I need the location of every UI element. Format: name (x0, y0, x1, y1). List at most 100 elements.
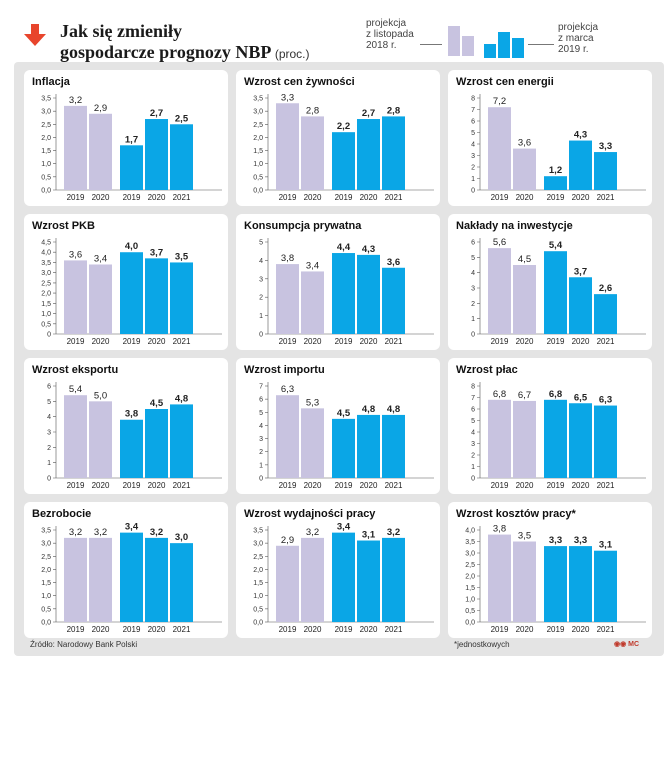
x-tick-label: 2019 (67, 337, 85, 346)
bar-march-2020 (145, 409, 168, 478)
bar-november-2020 (89, 401, 112, 478)
bar-march-2020 (357, 254, 380, 334)
x-tick-label: 2021 (173, 193, 191, 202)
chart-svg: 0 1 2 3 4 5 6 7 8 7,2 2019 3,6 2020 1,2 2019 4,3 2020 3,3… (471, 94, 646, 202)
y-tick-label: 3,5 (41, 260, 51, 267)
data-label: 6,3 (599, 395, 612, 406)
chart-svg: 0 1 2 3 4 5 6 7 6,3 2019 5,3 2020 4,5 2019 4,8 2020 4,8 2… (259, 382, 434, 490)
x-tick-label: 2021 (173, 337, 191, 346)
chart-card-bezrobocie: 0,0 0,5 1,0 1,5 2,0 2,5 3,0 3,5 3,2 2019 3,2 2020 3,… (24, 502, 228, 638)
x-tick-label: 2020 (92, 337, 110, 346)
data-label: 3,4 (125, 522, 139, 533)
x-tick-label: 2020 (360, 193, 378, 202)
y-tick-label: 3,5 (253, 528, 263, 535)
y-tick-label: 5 (471, 130, 475, 137)
x-tick-label: 2019 (67, 625, 85, 634)
chart-title: Wzrost wydajności pracy (244, 508, 376, 520)
y-tick-label: 5 (259, 410, 263, 417)
bar-november-2020 (89, 264, 112, 334)
y-tick-label: 2,5 (41, 122, 51, 129)
x-tick-label: 2020 (148, 481, 166, 490)
chart-svg: 0,0 0,5 1,0 1,5 2,0 2,5 3,0 3,5 3,3 2019 2,8 2020 2,… (253, 92, 434, 202)
data-label: 5,3 (306, 397, 319, 408)
y-tick-label: 0,0 (253, 620, 263, 627)
y-tick-label: 0 (471, 476, 475, 483)
y-tick-label: 0,5 (465, 608, 475, 615)
x-tick-label: 2019 (335, 625, 353, 634)
y-tick-label: 6 (47, 384, 51, 391)
data-label: 3,1 (599, 540, 613, 551)
data-label: 2,9 (281, 535, 294, 546)
chart-card-wzrost-importu: 0 1 2 3 4 5 6 7 6,3 2019 5,3 2020 4,5 2019 4,8 2020 4,8 2… (236, 358, 440, 494)
data-label: 4,5 (150, 398, 164, 409)
x-tick-label: 2020 (516, 193, 534, 202)
x-tick-label: 2020 (572, 481, 590, 490)
x-tick-label: 2021 (385, 481, 403, 490)
data-label: 3,2 (94, 527, 107, 538)
data-label: 2,6 (599, 283, 612, 294)
data-label: 6,8 (549, 389, 562, 400)
bar-march-2019 (544, 176, 567, 190)
bar-march-2021 (170, 124, 193, 190)
data-label: 6,8 (493, 389, 506, 400)
data-label: 4,8 (175, 393, 188, 404)
y-tick-label: 3,5 (253, 96, 263, 103)
y-tick-label: 2,0 (465, 574, 475, 581)
chart-svg: 0,0 0,5 1,0 1,5 2,0 2,5 3,0 3,5 3,2 2019 3,2 2020 3,… (41, 522, 222, 634)
bar-march-2021 (594, 550, 617, 622)
y-tick-label: 1 (471, 316, 475, 323)
down-arrow-icon (24, 24, 46, 46)
data-label: 3,2 (69, 527, 82, 538)
bar-november-2020 (89, 537, 112, 622)
y-tick-label: 1,0 (41, 311, 51, 318)
y-tick-label: 3,0 (253, 541, 263, 548)
data-label: 3,1 (362, 530, 376, 541)
chart-card-wzrost-eksportu: 0 1 2 3 4 5 6 5,4 2019 5,0 2020 3,8 2019 4,5 2020 4,8 20… (24, 358, 228, 494)
x-tick-label: 2019 (67, 481, 85, 490)
y-tick-label: 2,0 (253, 567, 263, 574)
legend-november-line (420, 44, 442, 45)
y-tick-label: 4,5 (41, 240, 51, 247)
x-tick-label: 2021 (173, 625, 191, 634)
bar-march-2019 (544, 399, 567, 478)
y-tick-label: 2,5 (41, 280, 51, 287)
y-tick-label: 4 (47, 414, 51, 421)
data-label: 3,6 (69, 249, 82, 260)
x-tick-label: 2019 (491, 193, 509, 202)
bar-march-2021 (382, 537, 405, 622)
x-tick-label: 2021 (385, 337, 403, 346)
chart-title: Wzrost płac (456, 364, 518, 376)
x-tick-label: 2019 (123, 625, 141, 634)
y-tick-label: 0,5 (253, 606, 263, 613)
y-tick-label: 0,0 (41, 188, 51, 195)
x-tick-label: 2020 (516, 481, 534, 490)
y-tick-label: 0,5 (253, 174, 263, 181)
y-tick-label: 1 (259, 462, 263, 469)
y-tick-label: 0,0 (465, 620, 475, 627)
y-tick-label: 3 (259, 276, 263, 283)
x-tick-label: 2020 (304, 193, 322, 202)
y-tick-label: 3,0 (41, 109, 51, 116)
y-tick-label: 6 (259, 397, 263, 404)
data-label: 3,4 (94, 253, 107, 264)
chart-svg: 0 1 2 3 4 5 6 5,4 2019 5,0 2020 3,8 2019 4,5 2020 4,8 20… (47, 382, 222, 490)
y-tick-label: 3 (471, 441, 475, 448)
bar-march-2019 (544, 251, 567, 334)
x-tick-label: 2019 (547, 625, 565, 634)
y-tick-label: 3 (259, 436, 263, 443)
data-label: 3,4 (337, 522, 351, 533)
data-label: 3,3 (574, 535, 587, 546)
publisher-logo-text: MC (628, 641, 640, 648)
bar-november-2019 (488, 107, 511, 190)
bar-march-2021 (382, 414, 405, 478)
y-tick-label: 1 (259, 313, 263, 320)
x-tick-label: 2021 (597, 481, 615, 490)
bar-march-2019 (332, 532, 355, 622)
x-tick-label: 2019 (547, 481, 565, 490)
x-tick-label: 2019 (123, 481, 141, 490)
y-tick-label: 3 (471, 286, 475, 293)
y-tick-label: 0 (471, 188, 475, 195)
y-tick-label: 3,0 (465, 551, 475, 558)
bar-march-2019 (120, 252, 143, 334)
y-tick-label: 1,5 (253, 580, 263, 587)
